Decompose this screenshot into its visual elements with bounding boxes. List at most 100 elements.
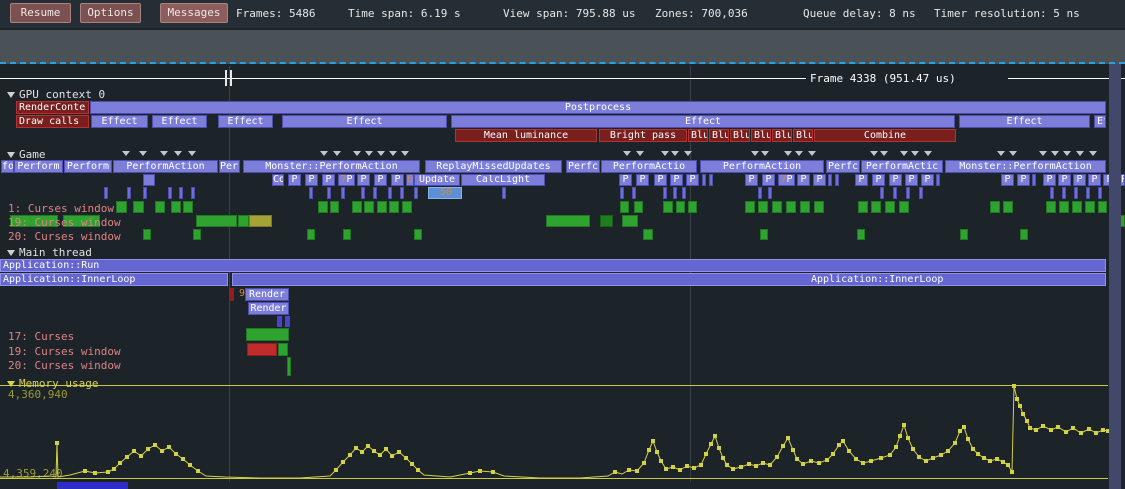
zone-p[interactable]: P — [322, 174, 335, 186]
zone-bar[interactable] — [287, 357, 291, 376]
thread-label-20-curses-window-main[interactable]: 20: Curses window — [8, 359, 121, 372]
zone-bar[interactable] — [702, 174, 706, 186]
zone-p[interactable]: P — [905, 174, 918, 186]
zone-bar[interactable] — [1086, 187, 1090, 199]
zone-bar[interactable] — [835, 174, 839, 186]
zone-7p[interactable]: 7P — [778, 174, 795, 186]
zone-render[interactable]: Render — [245, 288, 289, 301]
zone-bar[interactable] — [133, 201, 144, 213]
zone-bar[interactable] — [352, 201, 362, 213]
zone-bar[interactable] — [546, 215, 590, 227]
zone-bar[interactable] — [377, 201, 387, 213]
zone-blur[interactable]: Blur — [688, 129, 708, 142]
zone-bar[interactable] — [814, 201, 824, 213]
zone-draw-calls[interactable]: Draw calls — [16, 115, 89, 128]
zone-bar[interactable] — [414, 187, 418, 199]
zone-bar[interactable] — [196, 215, 237, 227]
messages-button[interactable]: Messages — [160, 3, 228, 23]
zone-bar[interactable] — [663, 187, 667, 199]
zone-p[interactable]: P — [374, 174, 387, 186]
zone-bar[interactable] — [936, 174, 940, 186]
zone-bar[interactable] — [238, 215, 249, 227]
zone-7p[interactable]: 7P — [338, 174, 355, 186]
zone-bar[interactable] — [758, 201, 768, 213]
zone-bar[interactable] — [193, 229, 201, 240]
zone-bar[interactable] — [402, 201, 412, 213]
zone-bar[interactable] — [1072, 201, 1082, 213]
zone-bar[interactable] — [277, 316, 282, 327]
zone-bar[interactable] — [709, 174, 713, 186]
zone-blu[interactable]: Blu — [772, 129, 792, 142]
zone-mean-luminance[interactable]: Mean luminance — [455, 129, 597, 142]
zone-p[interactable]: P — [872, 174, 885, 186]
zone-bar[interactable] — [828, 174, 832, 186]
zone-p[interactable]: P — [305, 174, 318, 186]
zone-bar[interactable] — [772, 201, 782, 213]
zone-bar[interactable] — [880, 187, 884, 199]
zone-p[interactable]: P — [288, 174, 301, 186]
zone-p[interactable]: P — [1043, 174, 1056, 186]
zone-application-run[interactable]: Application::Run — [0, 259, 1106, 272]
zone-blur[interactable]: Blur — [730, 129, 750, 142]
zone-performactic[interactable]: PerformActic — [861, 160, 943, 173]
zone-bar[interactable] — [502, 187, 506, 199]
zone-p[interactable]: P — [686, 174, 699, 186]
zone-p[interactable]: P — [797, 174, 810, 186]
zone-bar[interactable] — [1046, 201, 1056, 213]
zone-bar[interactable] — [364, 201, 374, 213]
zone-bar[interactable] — [116, 201, 127, 213]
zone-postprocess[interactable]: Postprocess — [90, 101, 1106, 114]
zone-calclight[interactable]: CalcLight — [461, 174, 545, 186]
zone-effect[interactable]: Effect — [91, 115, 148, 128]
zone-bar[interactable] — [278, 343, 288, 356]
zone-bar[interactable] — [1098, 187, 1102, 199]
zone-blur[interactable]: Blur — [709, 129, 729, 142]
zone-perfc[interactable]: Perfc — [826, 160, 860, 173]
zone-bar[interactable] — [341, 187, 345, 199]
zone-bar[interactable] — [1074, 187, 1078, 199]
zone-bar[interactable] — [632, 187, 636, 199]
zone-bar[interactable] — [249, 215, 272, 227]
zone-bar[interactable] — [1085, 201, 1095, 213]
zone-blur[interactable]: Blur — [793, 129, 813, 142]
zone-bar[interactable] — [906, 187, 910, 199]
zone-p[interactable]: P — [1073, 174, 1086, 186]
zone-bar[interactable] — [361, 187, 365, 199]
zone-bar[interactable] — [960, 229, 968, 240]
zone-p[interactable]: P — [813, 174, 826, 186]
zone-bar[interactable] — [307, 229, 315, 240]
thread-label-20-curses-window[interactable]: 20: Curses window — [8, 230, 121, 243]
zone-bar[interactable] — [885, 201, 895, 213]
zone-p[interactable]: P — [889, 174, 902, 186]
zone-performaction[interactable]: PerformAction — [700, 160, 824, 173]
zone-bar[interactable] — [676, 201, 685, 213]
zone-render[interactable]: Render — [248, 302, 289, 315]
zone-bar[interactable] — [682, 187, 686, 199]
zone-bar[interactable] — [285, 316, 290, 327]
zone-p[interactable]: P — [855, 174, 868, 186]
zone-bar[interactable] — [388, 187, 392, 199]
zone-bar[interactable] — [768, 187, 772, 199]
zone-p[interactable]: P — [654, 174, 667, 186]
zone-perfc[interactable]: Perfc — [566, 160, 600, 173]
zone-bar[interactable] — [871, 201, 881, 213]
zone-effect[interactable]: Effect — [218, 115, 273, 128]
zone-bar[interactable] — [634, 201, 643, 213]
timeline-view[interactable]: Frame 4338 (951.47 us) GPU context 0 Gam… — [0, 64, 1125, 489]
zone-bar[interactable] — [10, 215, 58, 227]
zone-p[interactable]: P — [619, 174, 632, 186]
zone-bright-pass[interactable]: Bright pass — [599, 129, 687, 142]
zone-monster-performaction[interactable]: Monster::PerformAction — [945, 160, 1106, 173]
zone-bar[interactable] — [318, 201, 328, 213]
zone-ef[interactable]: Ef — [1094, 115, 1106, 128]
thread-label-19-curses-window-main[interactable]: 19: Curses window — [8, 345, 121, 358]
zone-bar[interactable] — [373, 187, 377, 199]
zone-bar[interactable] — [104, 187, 108, 199]
zone-bar[interactable] — [688, 201, 697, 213]
zone-50[interactable]: 50 — [428, 187, 462, 199]
zone-bar[interactable] — [760, 229, 768, 240]
zone-bar[interactable] — [57, 482, 128, 489]
zone-bar[interactable] — [246, 328, 289, 341]
zone-blur[interactable]: Blur — [751, 129, 771, 142]
vertical-scrollbar[interactable] — [1109, 64, 1121, 489]
